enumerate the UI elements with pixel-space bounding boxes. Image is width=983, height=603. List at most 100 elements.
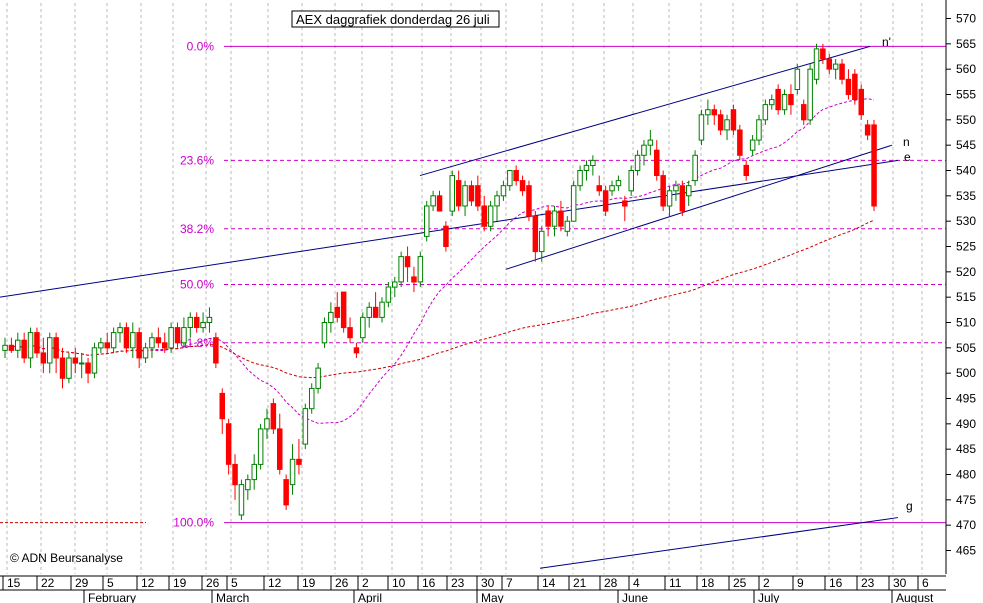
candle-body-up bbox=[200, 322, 206, 329]
candle-body-up bbox=[168, 327, 174, 349]
x-day-label: 19 bbox=[302, 576, 316, 590]
trendline-label-g: g bbox=[906, 499, 913, 513]
candle-body-up bbox=[98, 342, 104, 349]
y-tick-label: 560 bbox=[956, 62, 976, 76]
candle-body-up bbox=[264, 418, 270, 430]
candle-body-down bbox=[871, 124, 877, 207]
candle-body-up bbox=[583, 164, 590, 171]
y-tick-label: 545 bbox=[956, 138, 976, 152]
candle-body-up bbox=[206, 316, 213, 323]
x-day-label: 5 bbox=[231, 576, 238, 590]
candle-body-down bbox=[334, 306, 340, 318]
candle-body-down bbox=[104, 342, 110, 349]
candle-body-down bbox=[162, 342, 168, 349]
candle-body-up bbox=[609, 185, 615, 192]
trendline-label-n: n bbox=[903, 135, 910, 149]
candle-body-up bbox=[91, 347, 98, 374]
candle-body-down bbox=[136, 332, 142, 359]
candle-body-down bbox=[277, 428, 283, 470]
candle-body-down bbox=[558, 210, 564, 227]
candle-body-up bbox=[673, 185, 679, 192]
x-day-label: 6 bbox=[922, 576, 929, 590]
candle-body-up bbox=[590, 159, 596, 166]
candle-body-up bbox=[27, 332, 34, 359]
x-month-label: April bbox=[358, 591, 382, 603]
candle-body-down bbox=[711, 109, 717, 116]
candle-body-up bbox=[302, 408, 309, 445]
candle-body-up bbox=[634, 154, 641, 172]
candle-body-down bbox=[155, 337, 162, 344]
candle-body-down bbox=[545, 210, 551, 227]
candle-body-up bbox=[628, 170, 634, 192]
candle-body-up bbox=[430, 195, 436, 207]
candle-body-down bbox=[59, 357, 66, 379]
fib-level-label: 0.0% bbox=[187, 39, 215, 53]
candle-body-down bbox=[194, 316, 200, 328]
trendline-g bbox=[539, 517, 899, 569]
y-tick-label: 550 bbox=[956, 113, 976, 127]
candle-body-up bbox=[724, 119, 730, 131]
candle-body-down bbox=[174, 327, 181, 344]
candle-body-up bbox=[698, 114, 705, 141]
moving-average-short bbox=[4, 98, 875, 424]
candle-body-up bbox=[328, 311, 334, 323]
candle-body-up bbox=[462, 185, 468, 207]
candle-body-up bbox=[130, 332, 136, 349]
y-tick-label: 495 bbox=[956, 392, 976, 406]
copyright-text: © ADN Beursanalyse bbox=[10, 551, 123, 565]
trendline-upper-channel bbox=[419, 45, 871, 177]
x-day-label: 29 bbox=[75, 576, 89, 590]
candle-body-down bbox=[839, 63, 845, 80]
candle-body-down bbox=[443, 225, 449, 247]
x-day-label: 16 bbox=[829, 576, 843, 590]
x-month-label: May bbox=[481, 591, 504, 603]
candle-body-down bbox=[21, 339, 27, 359]
candle-body-down bbox=[347, 327, 353, 339]
x-day-label: 9 bbox=[797, 576, 804, 590]
candle-body-up bbox=[238, 484, 245, 516]
y-tick-label: 510 bbox=[956, 316, 976, 330]
x-day-label: 2 bbox=[763, 576, 770, 590]
candle-body-up bbox=[309, 387, 315, 410]
candle-body-down bbox=[455, 180, 462, 207]
candle-body-down bbox=[743, 164, 749, 176]
candle-body-up bbox=[500, 185, 507, 197]
y-tick-label: 480 bbox=[956, 468, 976, 482]
x-day-label: 25 bbox=[733, 576, 747, 590]
candle-body-up bbox=[769, 99, 775, 106]
candle-body-up bbox=[321, 322, 328, 344]
candle-body-down bbox=[679, 185, 686, 212]
candle-body-down bbox=[8, 344, 15, 351]
candle-body-up bbox=[392, 281, 398, 288]
candle-body-up bbox=[289, 458, 296, 486]
candle-body-up bbox=[564, 220, 571, 232]
candle-body-up bbox=[360, 316, 366, 339]
candle-body-up bbox=[551, 210, 558, 227]
x-day-label: 23 bbox=[451, 576, 465, 590]
candle-body-down bbox=[852, 73, 858, 100]
x-day-label: 12 bbox=[141, 576, 155, 590]
candle-body-down bbox=[864, 124, 871, 136]
candle-body-up bbox=[417, 256, 424, 283]
x-day-label: 22 bbox=[41, 576, 55, 590]
y-tick-label: 465 bbox=[956, 544, 976, 558]
candle-body-up bbox=[686, 185, 692, 197]
x-day-label: 12 bbox=[268, 576, 282, 590]
x-day-label: 30 bbox=[893, 576, 907, 590]
candle-body-down bbox=[34, 332, 40, 354]
candle-body-down bbox=[219, 392, 225, 420]
candle-body-up bbox=[570, 185, 577, 222]
candle-body-up bbox=[257, 428, 264, 465]
y-tick-label: 515 bbox=[956, 290, 976, 304]
candle-body-up bbox=[187, 316, 194, 328]
candle-body-down bbox=[737, 129, 743, 156]
candle-body-down bbox=[513, 170, 519, 182]
trendline-label-n-prime: n' bbox=[882, 35, 891, 49]
candle-body-up bbox=[379, 301, 385, 318]
x-day-label: 10 bbox=[392, 576, 406, 590]
y-tick-label: 520 bbox=[956, 265, 976, 279]
candles-layer bbox=[2, 43, 877, 521]
candle-body-up bbox=[813, 48, 820, 80]
